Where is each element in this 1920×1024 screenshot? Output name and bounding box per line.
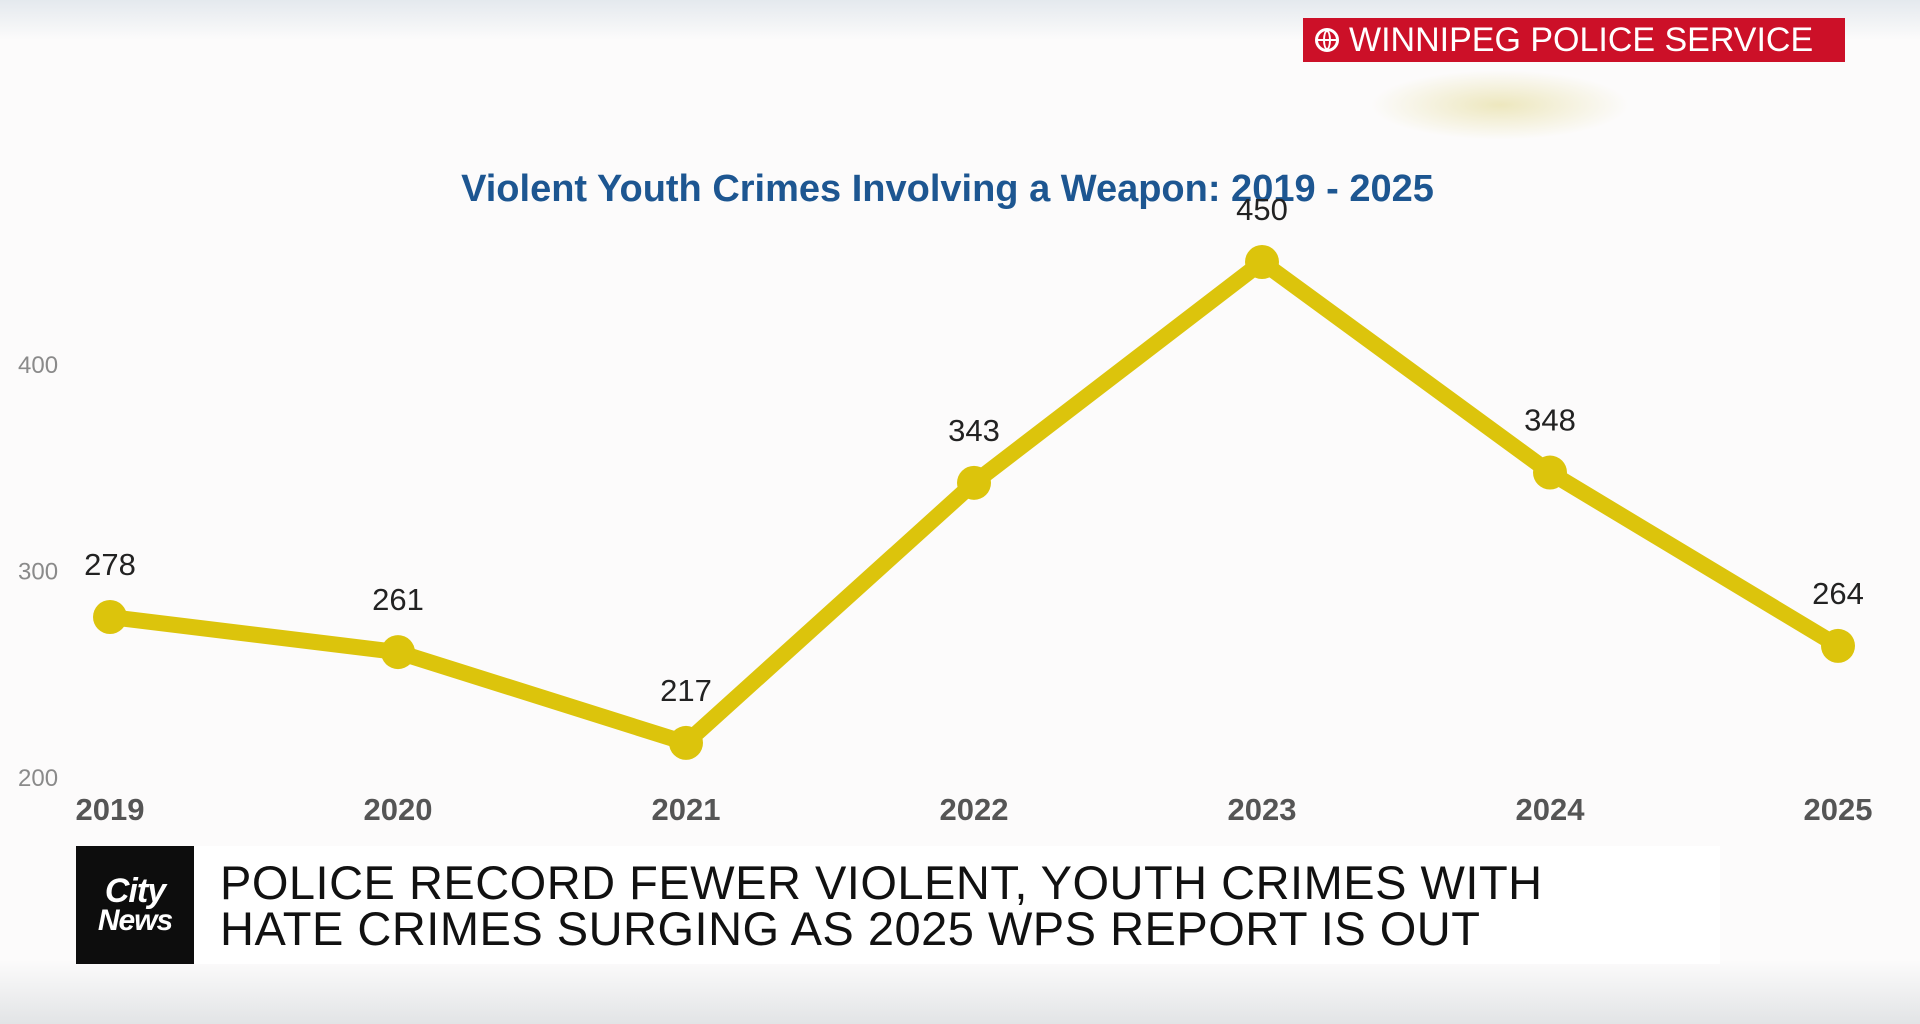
- citynews-logo: City News: [76, 846, 194, 964]
- data-point: [381, 635, 415, 670]
- y-tick-label: 300: [18, 559, 58, 586]
- data-point: [1533, 455, 1567, 490]
- data-point: [1245, 245, 1279, 279]
- x-tick-label: 2021: [652, 792, 721, 827]
- x-tick-label: 2023: [1228, 792, 1297, 827]
- data-point: [1821, 628, 1855, 663]
- background-glow: [1370, 70, 1630, 140]
- x-tick-label: 2025: [1804, 792, 1873, 827]
- data-label: 278: [84, 547, 136, 582]
- y-tick-label: 200: [18, 765, 58, 792]
- news-ticker: City News POLICE RECORD FEWER VIOLENT, Y…: [76, 846, 1720, 964]
- data-label: 261: [372, 582, 424, 617]
- data-label: 217: [660, 673, 712, 708]
- chart-title: Violent Youth Crimes Involving a Weapon:…: [461, 168, 1434, 210]
- x-tick-label: 2019: [76, 792, 145, 827]
- globe-icon: [1315, 28, 1339, 52]
- x-tick-label: 2024: [1516, 792, 1586, 827]
- source-badge: WINNIPEG POLICE SERVICE: [1303, 18, 1845, 62]
- source-badge-label: WINNIPEG POLICE SERVICE: [1349, 20, 1814, 59]
- line-chart: 200 300 400 278 2019 261 2020 217 2021 343 2022 450…: [18, 192, 1873, 827]
- series-line: [102, 254, 1846, 751]
- bottom-background-blur: [0, 960, 1920, 1024]
- headline-line-2: HATE CRIMES SURGING AS 2025 WPS REPORT I…: [220, 902, 1481, 955]
- y-tick-label: 400: [18, 352, 58, 379]
- x-tick-label: 2022: [940, 792, 1009, 827]
- data-point: [669, 725, 703, 760]
- logo-line-1: City: [104, 871, 166, 910]
- x-tick-label: 2020: [364, 792, 433, 827]
- data-point: [957, 465, 991, 500]
- data-label: 264: [1812, 576, 1864, 611]
- data-label: 450: [1236, 192, 1288, 227]
- ticker-headline: POLICE RECORD FEWER VIOLENT, YOUTH CRIME…: [220, 856, 1700, 955]
- data-label: 348: [1524, 403, 1576, 438]
- logo-line-2: News: [97, 903, 173, 937]
- data-label: 343: [948, 413, 1000, 448]
- headline-line-1: POLICE RECORD FEWER VIOLENT, YOUTH CRIME…: [220, 856, 1543, 909]
- data-point: [93, 600, 127, 635]
